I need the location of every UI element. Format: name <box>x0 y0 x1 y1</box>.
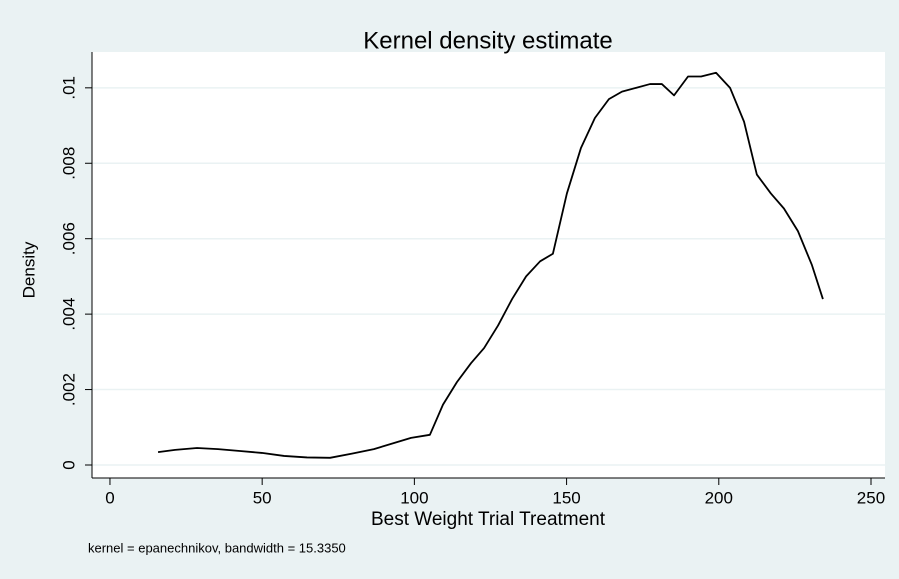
y-tick-label: .002 <box>59 373 78 406</box>
density-line <box>157 71 824 459</box>
chart-title: Kernel density estimate <box>363 27 612 54</box>
x-tick-label: 250 <box>857 488 885 507</box>
x-tick-label: 50 <box>253 488 272 507</box>
y-axis-title: Density <box>19 241 38 298</box>
x-tick-label: 200 <box>705 488 733 507</box>
note: kernel = epanechnikov, bandwidth = 15.33… <box>88 540 346 555</box>
y-tick-label: 0 <box>59 460 78 469</box>
x-tick-label: 150 <box>552 488 580 507</box>
y-tick-label: .01 <box>59 76 78 100</box>
y-tick-label: .004 <box>59 298 78 331</box>
plot-area <box>92 52 885 478</box>
y-tick-label: .008 <box>59 147 78 180</box>
y-tick-label: .006 <box>59 222 78 255</box>
x-tick-label: 0 <box>105 488 114 507</box>
x-axis-title: Best Weight Trial Treatment <box>371 509 606 530</box>
x-tick-label: 100 <box>400 488 428 507</box>
